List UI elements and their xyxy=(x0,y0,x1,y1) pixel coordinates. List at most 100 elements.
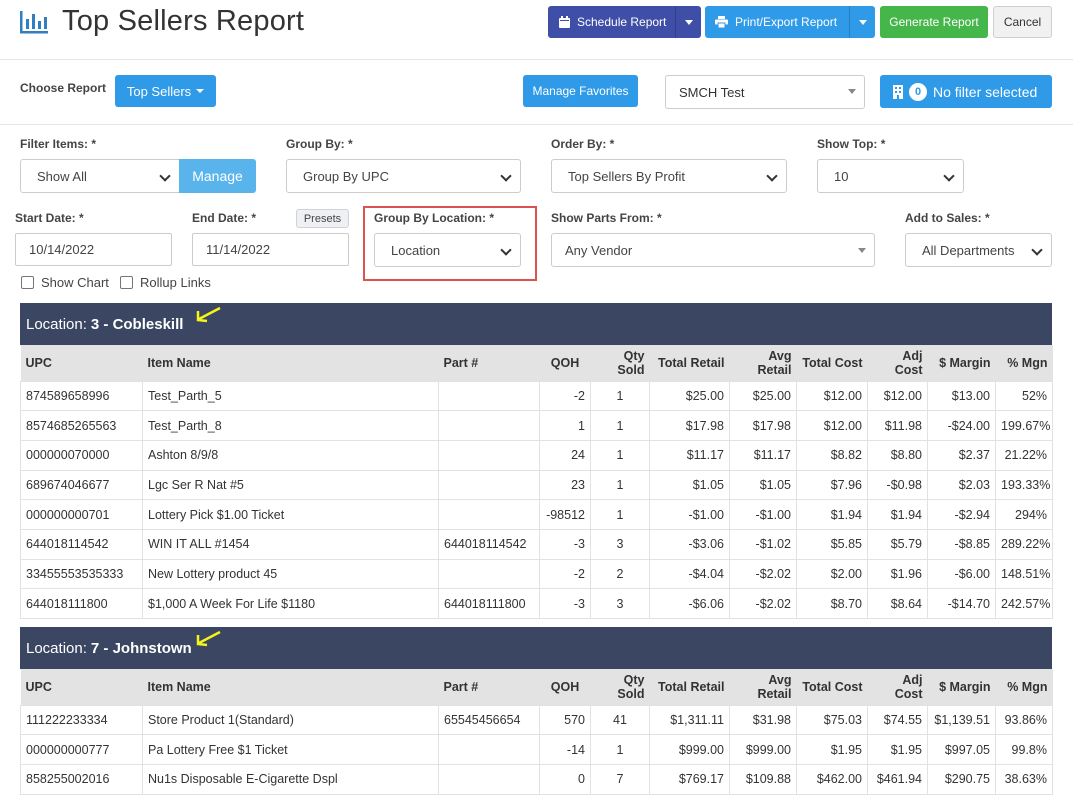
cell-percent-margin: 93.86% xyxy=(995,704,1053,736)
cancel-button[interactable]: Cancel xyxy=(993,6,1052,38)
cell-part-number xyxy=(438,558,540,590)
start-date-input[interactable]: 10/14/2022 xyxy=(15,233,172,266)
column-header-qoh[interactable]: QOH xyxy=(539,345,591,381)
column-header-adj-cost[interactable]: Adj Cost xyxy=(867,669,928,705)
cell-upc: 33455553535333 xyxy=(20,558,143,590)
table-row[interactable]: 000000070000 Ashton 8/9/8 24 1 $11.17 $11.17 $… xyxy=(20,439,1053,471)
start-date-label: Start Date: * xyxy=(15,211,84,225)
table-row[interactable]: 000000000777 Pa Lottery Free $1 Ticket -14… xyxy=(20,734,1053,765)
cell-percent-margin: 242.57% xyxy=(995,588,1053,619)
cell-qoh: -98512 xyxy=(539,499,591,530)
report-selector-bar: Choose Report Top Sellers Manage Favorit… xyxy=(0,60,1073,125)
cell-part-number xyxy=(438,380,540,412)
cell-item-name: Store Product 1(Standard) xyxy=(142,704,439,736)
cell-part-number xyxy=(438,439,540,471)
cell-qoh: -3 xyxy=(539,528,591,560)
column-header-part-number[interactable]: Part # xyxy=(438,345,540,381)
cell-total-retail: $25.00 xyxy=(649,380,730,412)
cell-dollar-margin: $290.75 xyxy=(927,763,996,795)
cell-avg-retail: -$1.02 xyxy=(729,528,797,560)
choose-report-dropdown[interactable]: Top Sellers xyxy=(115,75,216,107)
column-header-total-retail[interactable]: Total Retail xyxy=(649,669,730,705)
cell-avg-retail: -$2.02 xyxy=(729,588,797,619)
group-by-location-value: Location xyxy=(391,242,441,258)
manage-filter-button[interactable]: Manage xyxy=(179,159,256,193)
cell-total-cost: $462.00 xyxy=(796,763,868,795)
calendar-icon xyxy=(559,16,570,28)
column-header-item-name[interactable]: Item Name xyxy=(142,345,439,381)
cell-part-number xyxy=(438,734,540,765)
column-header-total-cost[interactable]: Total Cost xyxy=(796,669,868,705)
filter-items-select[interactable]: Show All xyxy=(20,159,180,193)
column-header-item-name[interactable]: Item Name xyxy=(142,669,439,705)
column-header-avg-retail[interactable]: Avg Retail xyxy=(729,669,797,705)
checkbox-box[interactable] xyxy=(21,276,34,289)
cell-total-retail: $17.98 xyxy=(649,410,730,441)
store-filter-button[interactable]: 0 No filter selected xyxy=(880,75,1052,108)
table-row[interactable]: 111222233334 Store Product 1(Standard) 655… xyxy=(20,704,1053,736)
caret-down-icon xyxy=(684,19,693,25)
table-row[interactable]: 33455553535333 New Lottery product 45 -2 2-… xyxy=(20,558,1053,590)
checkbox-box[interactable] xyxy=(120,276,133,289)
schedule-report-button[interactable]: Schedule Report xyxy=(548,6,701,38)
schedule-dropdown-toggle[interactable] xyxy=(675,6,701,38)
print-export-button[interactable]: Print/Export Report xyxy=(705,6,875,38)
column-header-total-retail[interactable]: Total Retail xyxy=(649,345,730,381)
cell-upc: 8574685265563 xyxy=(20,410,143,441)
column-header-qty-sold[interactable]: Qty Sold xyxy=(590,669,650,705)
column-header-adj-cost[interactable]: Adj Cost xyxy=(867,345,928,381)
rollup-links-checkbox[interactable]: Rollup Links xyxy=(120,275,211,290)
column-header-percent-margin[interactable]: % Mgn xyxy=(995,345,1053,381)
table-row[interactable]: 000000000701 Lottery Pick $1.00 Ticket -98… xyxy=(20,499,1053,530)
print-dropdown-toggle[interactable] xyxy=(849,6,875,38)
table-row[interactable]: 689674046677 Lgc Ser R Nat #5 23 1 $1.05 $1.0… xyxy=(20,469,1053,501)
cell-qty-sold: 3 xyxy=(590,528,650,560)
column-header-part-number[interactable]: Part # xyxy=(438,669,540,705)
group-by-select[interactable]: Group By UPC xyxy=(286,159,521,193)
column-header-percent-margin[interactable]: % Mgn xyxy=(995,669,1053,705)
table-header-row: UPC Item Name Part # QOH Qty Sold Total Retai… xyxy=(20,669,1053,705)
cell-qty-sold: 1 xyxy=(590,734,650,765)
store-select[interactable]: SMCH Test xyxy=(665,75,865,109)
cell-total-retail: $1,311.11 xyxy=(649,704,730,736)
column-header-dollar-margin[interactable]: $ Margin xyxy=(927,345,996,381)
location-prefix: Location: xyxy=(26,639,87,657)
table-row[interactable]: 644018111800 $1,000 A Week For Life $1180… xyxy=(20,588,1053,619)
cell-total-cost: $1.94 xyxy=(796,499,868,530)
cell-part-number xyxy=(438,763,540,795)
cell-total-cost: $7.96 xyxy=(796,469,868,501)
column-header-upc[interactable]: UPC xyxy=(20,345,143,381)
column-header-upc[interactable]: UPC xyxy=(20,669,143,705)
table-row[interactable]: 874589658996 Test_Parth_5 -2 1 $25.00 $25.00 $… xyxy=(20,380,1053,412)
location-prefix: Location: xyxy=(26,315,87,333)
table-row[interactable]: 8574685265563 Test_Parth_8 1 1 $17.98 $17.98 $… xyxy=(20,410,1053,441)
show-parts-select[interactable]: Any Vendor xyxy=(551,233,875,267)
presets-button[interactable]: Presets xyxy=(296,209,349,228)
table-row[interactable]: 858255002016 Nu1s Disposable E-Cigarette … xyxy=(20,763,1053,795)
show-top-select[interactable]: 10 xyxy=(817,159,964,193)
group-by-location-select[interactable]: Location xyxy=(374,233,521,267)
show-chart-checkbox[interactable]: Show Chart xyxy=(21,275,109,290)
bar-chart-icon xyxy=(20,11,48,34)
table-row[interactable]: 644018114542 WIN IT ALL #1454 644018114542… xyxy=(20,528,1053,560)
column-header-total-cost[interactable]: Total Cost xyxy=(796,345,868,381)
manage-favorites-button[interactable]: Manage Favorites xyxy=(523,75,638,107)
arrow-annotation-icon xyxy=(196,306,221,323)
add-to-sales-select[interactable]: All Departments xyxy=(905,233,1052,267)
generate-report-button[interactable]: Generate Report xyxy=(880,6,988,38)
show-top-value: 10 xyxy=(834,168,849,184)
group-by-location-label: Group By Location: * xyxy=(374,211,494,225)
order-by-select[interactable]: Top Sellers By Profit xyxy=(551,159,787,193)
column-header-dollar-margin[interactable]: $ Margin xyxy=(927,669,996,705)
column-header-qty-sold[interactable]: Qty Sold xyxy=(590,345,650,381)
cell-avg-retail: $17.98 xyxy=(729,410,797,441)
show-chart-label: Show Chart xyxy=(41,275,109,290)
column-header-avg-retail[interactable]: Avg Retail xyxy=(729,345,797,381)
add-to-sales-value: All Departments xyxy=(922,242,1015,258)
cell-percent-margin: 294% xyxy=(995,499,1053,530)
cell-qty-sold: 1 xyxy=(590,380,650,412)
column-header-qoh[interactable]: QOH xyxy=(539,669,591,705)
end-date-input[interactable]: 11/14/2022 xyxy=(192,233,349,266)
cell-total-cost: $12.00 xyxy=(796,410,868,441)
cell-qty-sold: 7 xyxy=(590,763,650,795)
